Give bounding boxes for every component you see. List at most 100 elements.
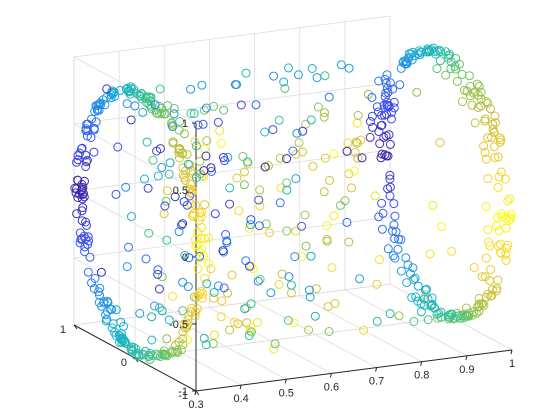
data-point bbox=[199, 333, 209, 343]
data-point bbox=[167, 120, 177, 130]
data-point bbox=[342, 217, 352, 227]
x-tick-label: 0.8 bbox=[414, 370, 429, 382]
data-point bbox=[138, 107, 148, 117]
data-point bbox=[162, 351, 172, 361]
data-point bbox=[370, 191, 380, 201]
data-point bbox=[290, 252, 300, 262]
data-point bbox=[467, 100, 477, 110]
x-tick-mark bbox=[329, 373, 332, 378]
data-point bbox=[155, 84, 165, 94]
data-point bbox=[420, 285, 430, 295]
data-point bbox=[260, 162, 270, 172]
x-tick-label: 0.6 bbox=[324, 381, 339, 393]
data-point bbox=[408, 263, 418, 273]
data-point bbox=[193, 264, 203, 274]
data-point bbox=[197, 244, 207, 254]
data-point bbox=[217, 296, 227, 306]
data-point bbox=[493, 275, 503, 285]
data-point bbox=[77, 185, 87, 194]
data-point bbox=[260, 127, 270, 137]
y-tick-mark bbox=[73, 324, 78, 330]
data-point bbox=[189, 109, 199, 118]
data-point bbox=[135, 309, 145, 318]
data-point bbox=[122, 262, 132, 272]
data-point bbox=[127, 212, 136, 221]
data-point bbox=[474, 306, 484, 316]
data-point bbox=[396, 266, 406, 276]
x-tick-label: 0.4 bbox=[233, 393, 248, 405]
data-point bbox=[73, 155, 83, 165]
data-point bbox=[291, 149, 301, 159]
data-point bbox=[168, 122, 178, 132]
data-point bbox=[254, 195, 264, 205]
grid-lines bbox=[73, 15, 513, 392]
data-point bbox=[284, 63, 293, 73]
data-point bbox=[200, 200, 210, 210]
data-point bbox=[380, 92, 390, 102]
data-point bbox=[375, 139, 385, 149]
data-point bbox=[225, 325, 234, 335]
x-tick-mark bbox=[284, 379, 287, 384]
data-point bbox=[225, 199, 235, 209]
data-point bbox=[373, 107, 383, 117]
data-point bbox=[186, 84, 196, 94]
data-point bbox=[177, 220, 187, 230]
data-point bbox=[425, 249, 435, 259]
data-point bbox=[389, 199, 399, 209]
data-point bbox=[161, 196, 171, 206]
data-point bbox=[486, 104, 495, 114]
data-point bbox=[327, 263, 337, 273]
data-point bbox=[465, 81, 475, 91]
data-point bbox=[379, 132, 389, 142]
data-point bbox=[291, 226, 301, 236]
data-point bbox=[261, 219, 271, 229]
y-tick-mark bbox=[195, 390, 200, 396]
data-point bbox=[86, 133, 96, 142]
data-point bbox=[115, 338, 125, 347]
data-point bbox=[135, 91, 145, 101]
data-point bbox=[325, 175, 334, 185]
data-point bbox=[319, 112, 329, 122]
data-point bbox=[291, 174, 301, 184]
data-point bbox=[395, 80, 405, 90]
x-tick-mark bbox=[420, 361, 423, 366]
data-point bbox=[80, 176, 89, 186]
data-point bbox=[215, 126, 225, 136]
data-point bbox=[493, 182, 503, 192]
data-point bbox=[255, 274, 265, 284]
data-point bbox=[374, 127, 384, 137]
data-point bbox=[95, 99, 104, 109]
data-point bbox=[147, 312, 157, 322]
x-tick-label: 1 bbox=[509, 358, 515, 370]
data-point bbox=[72, 209, 82, 219]
data-point bbox=[193, 227, 202, 237]
data-point bbox=[352, 138, 362, 148]
data-point bbox=[310, 311, 320, 321]
data-point bbox=[222, 238, 232, 248]
data-point bbox=[470, 118, 480, 128]
x-axis-line bbox=[195, 349, 513, 392]
data-point bbox=[388, 251, 398, 261]
data-point bbox=[193, 120, 203, 130]
data-point bbox=[377, 198, 387, 208]
data-point bbox=[324, 92, 334, 102]
data-point bbox=[111, 189, 121, 199]
data-point bbox=[490, 153, 500, 162]
data-point bbox=[479, 141, 489, 151]
data-point bbox=[245, 326, 255, 336]
data-point bbox=[269, 71, 279, 81]
data-point bbox=[189, 292, 199, 302]
tick-labels: 0.3 0.4 0.5 0.6 0.7 0.8 0.9 1 -1 0 1 -1 -0.5 0 0.5 1 bbox=[60, 118, 515, 411]
data-point bbox=[107, 323, 117, 333]
data-point bbox=[353, 153, 363, 163]
data-point bbox=[141, 254, 151, 264]
data-point bbox=[464, 71, 474, 81]
data-point bbox=[393, 244, 403, 254]
data-point bbox=[489, 128, 499, 137]
data-point bbox=[103, 298, 113, 308]
data-point bbox=[481, 154, 491, 164]
data-point bbox=[199, 105, 209, 115]
data-point bbox=[504, 216, 514, 225]
data-point bbox=[427, 299, 437, 309]
data-point bbox=[168, 291, 177, 301]
